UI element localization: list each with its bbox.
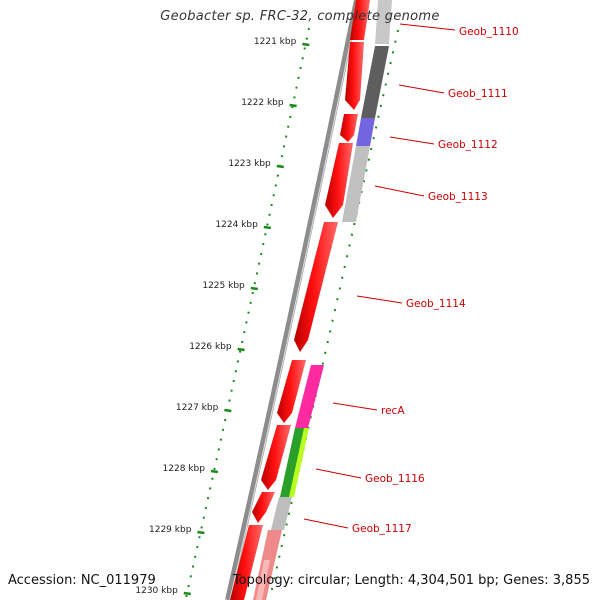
tick-mark [250, 286, 258, 291]
tick-label: 1229 kbp [149, 525, 192, 535]
tick-mark [237, 347, 245, 352]
tick-label: 1226 kbp [189, 342, 232, 352]
gene-arrow-geob-1117[interactable] [252, 492, 275, 523]
feature-bar-geob-1111[interactable] [361, 46, 389, 118]
tick-mark [224, 408, 232, 413]
tick-mark [197, 530, 205, 535]
tick-label: 1222 kbp [241, 98, 284, 108]
tick-label: 1227 kbp [176, 403, 219, 413]
gene-leader-lines [303, 23, 456, 529]
tick-label: 1225 kbp [202, 281, 245, 291]
gene-label[interactable]: Geob_1111 [448, 88, 508, 100]
feature-bar-geob-1117[interactable] [271, 497, 292, 530]
gene-arrow-geob-1111[interactable] [345, 42, 364, 110]
feature-bar-geob-1113[interactable] [342, 146, 370, 222]
tick-mark [263, 225, 272, 230]
feature-bar-geob-1110[interactable] [375, 0, 392, 44]
feature-bar-geob-1116-green[interactable] [280, 428, 305, 497]
feature-bar-geob-1112[interactable] [356, 118, 375, 146]
feature-bars [253, 0, 392, 600]
genome-backbone [225, 0, 360, 600]
tick-mark [183, 591, 191, 596]
feature-bar-geob-1116-lime[interactable] [289, 428, 309, 497]
gene-label[interactable]: Geob_1110 [459, 26, 519, 38]
gene-arrow-next[interactable] [230, 525, 263, 600]
gene-label[interactable]: Geob_1116 [365, 473, 425, 485]
tick-mark [276, 164, 284, 169]
gene-label[interactable]: Geob_1117 [352, 523, 412, 535]
gene-arrow-geob-1116[interactable] [261, 425, 291, 490]
accession-text: Accession: NC_011979 [8, 573, 156, 588]
tick-label: 1223 kbp [228, 159, 271, 169]
feature-bar-next-light[interactable] [256, 560, 270, 600]
gene-arrow-geob-1112[interactable] [340, 114, 358, 142]
gene-label[interactable]: Geob_1113 [428, 191, 488, 203]
tick-mark [302, 42, 310, 47]
tick-label: 1230 kbp [135, 586, 178, 596]
gene-arrow-geob-1110[interactable] [350, 0, 370, 40]
feature-bar-reca[interactable] [295, 365, 324, 428]
gene-label[interactable]: recA [381, 405, 405, 417]
forward-strand-genes [230, 0, 370, 600]
tick-mark [289, 103, 297, 108]
genome-backbone-highlight [229, 0, 360, 600]
tick-mark [210, 469, 219, 474]
gene-arrow-geob-1114[interactable] [294, 222, 338, 352]
genome-title: Geobacter sp. FRC-32, complete genome [160, 9, 440, 24]
genome-summary-text: Topology: circular; Length: 4,304,501 bp… [232, 573, 590, 588]
gene-arrow-geob-1113[interactable] [325, 143, 353, 218]
tick-label: 1224 kbp [215, 220, 258, 230]
tick-ring [185, 27, 310, 599]
gene-arrow-reca[interactable] [277, 360, 306, 423]
gene-label[interactable]: Geob_1114 [406, 298, 466, 310]
tick-label: 1228 kbp [163, 464, 206, 474]
tick-label: 1221 kbp [254, 37, 297, 47]
gene-label[interactable]: Geob_1112 [438, 139, 498, 151]
